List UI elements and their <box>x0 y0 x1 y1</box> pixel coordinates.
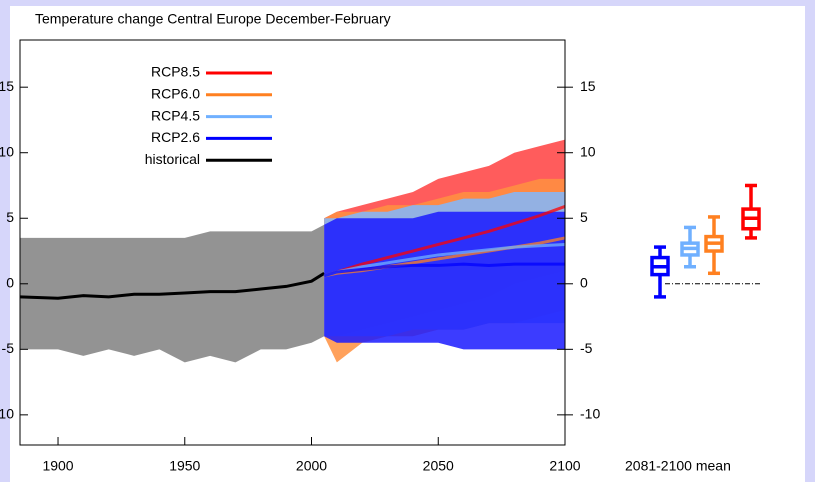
y-tick-label: 0 <box>6 274 14 290</box>
spread-band <box>324 211 565 350</box>
legend-label: historical <box>145 151 200 167</box>
x-tick-label: 1950 <box>169 458 200 474</box>
mean-line <box>323 242 566 278</box>
y2-tick-label: -5 <box>580 340 593 356</box>
legend-label: RCP4.5 <box>151 107 200 123</box>
y2-tick-label: -10 <box>580 406 600 422</box>
y2-tick-label: 0 <box>580 274 588 290</box>
legend-label: RCP8.5 <box>151 64 200 80</box>
legend-label: RCP6.0 <box>151 86 200 102</box>
y2-tick-label: 5 <box>580 209 588 225</box>
legend-label: RCP2.6 <box>151 129 200 145</box>
mean-line <box>19 272 325 300</box>
y-tick-label: 15 <box>0 78 14 94</box>
y2-tick-label: 15 <box>580 78 596 94</box>
y-tick-label: -5 <box>2 340 15 356</box>
plot-frame <box>19 39 566 446</box>
x-tick-label: 2100 <box>549 458 580 474</box>
x-tick-label: 2000 <box>296 458 327 474</box>
mean-line <box>323 262 565 278</box>
y2-tick-label: 10 <box>580 143 596 159</box>
x-tick-label: 2050 <box>423 458 454 474</box>
y-tick-label: -10 <box>0 406 14 422</box>
chart-title: Temperature change Central Europe Decemb… <box>35 11 391 27</box>
y-tick-label: 10 <box>0 143 14 159</box>
x-tick-label: 1900 <box>42 458 73 474</box>
y-tick-label: 5 <box>6 209 14 225</box>
box-label: 2081-2100 mean <box>625 458 731 474</box>
mean-line <box>323 205 566 278</box>
